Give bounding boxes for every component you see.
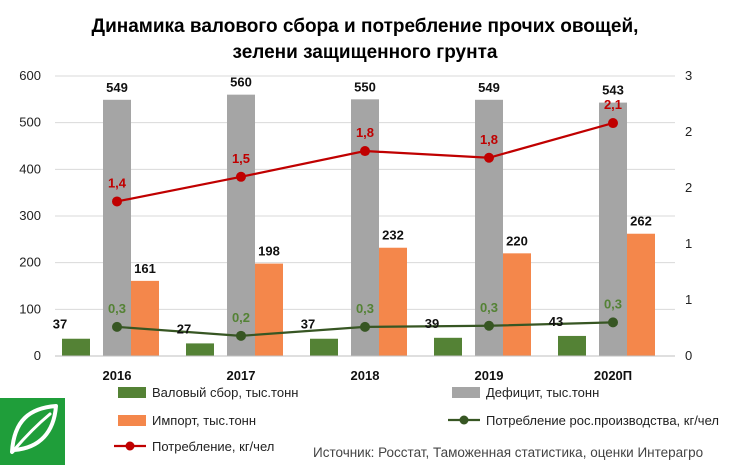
bar-data-label: 549 bbox=[478, 80, 500, 95]
y-left-tick-label: 500 bbox=[19, 115, 41, 130]
x-tick-label: 2020П bbox=[594, 368, 632, 383]
bar-data-label: 220 bbox=[506, 233, 528, 248]
series-point bbox=[360, 146, 370, 157]
x-tick-label: 2019 bbox=[475, 368, 504, 383]
legend-marker bbox=[459, 415, 469, 425]
line-data-label: 1,5 bbox=[232, 151, 250, 166]
y-right-tick-label: 0 bbox=[685, 348, 692, 363]
bar-data-label: 39 bbox=[425, 316, 439, 331]
bar bbox=[475, 99, 503, 357]
y-left-tick-label: 300 bbox=[19, 208, 41, 223]
x-tick-label: 2018 bbox=[351, 368, 380, 383]
line-data-label: 1,8 bbox=[356, 125, 374, 140]
series-point bbox=[112, 321, 122, 332]
bar bbox=[62, 338, 90, 356]
series-point bbox=[608, 317, 618, 328]
bar bbox=[131, 280, 159, 356]
legend-label: Потребление рос.производства, кг/чел bbox=[486, 413, 719, 428]
bar-data-label: 549 bbox=[106, 80, 128, 95]
bar-data-label: 262 bbox=[630, 214, 652, 229]
series-point bbox=[360, 321, 370, 332]
bar-data-label: 43 bbox=[549, 314, 563, 329]
line-data-label: 1,4 bbox=[108, 175, 127, 190]
axes-group: 0 100 200 300 400 500 600 0 1 1 2 2 3 2016 2017 2018 201… bbox=[19, 68, 692, 383]
bar-data-label: 198 bbox=[258, 244, 280, 259]
bar-data-label: 550 bbox=[354, 79, 376, 94]
bar bbox=[627, 233, 655, 356]
series-point bbox=[112, 196, 122, 207]
legend: Валовый сбор, тыс.тонн Дефицит, тыс.тонн И… bbox=[114, 385, 719, 454]
bar bbox=[558, 335, 586, 356]
y-right-tick-label: 1 bbox=[685, 292, 692, 307]
source-text: Источник: Росстат, Таможенная статистика… bbox=[313, 445, 703, 460]
y-left-tick-label: 400 bbox=[19, 161, 41, 176]
bar bbox=[599, 102, 627, 356]
data-labels-group: 37 27 37 39 43 549 560 550 549 543 161 198 232 220 262… bbox=[53, 75, 652, 337]
y-right-tick-label: 2 bbox=[685, 180, 692, 195]
x-tick-label: 2016 bbox=[103, 368, 132, 383]
logo bbox=[0, 398, 65, 465]
bar bbox=[351, 99, 379, 356]
bar bbox=[103, 99, 131, 357]
y-right-tick-label: 3 bbox=[685, 68, 692, 83]
line-data-label: 0,3 bbox=[480, 300, 498, 315]
legend-label: Потребление, кг/чел bbox=[152, 439, 274, 454]
y-right-tick-label: 2 bbox=[685, 124, 692, 139]
bar-data-label: 560 bbox=[230, 75, 252, 90]
bar-data-label: 37 bbox=[53, 317, 67, 332]
y-right-tick-label: 1 bbox=[685, 236, 692, 251]
line-data-label: 0,3 bbox=[356, 301, 374, 316]
leaf-icon bbox=[10, 404, 58, 454]
legend-label: Импорт, тыс.тонн bbox=[152, 413, 256, 428]
bar bbox=[434, 337, 462, 356]
series-point bbox=[236, 171, 246, 182]
line-data-label: 0,3 bbox=[108, 301, 126, 316]
bar-data-label: 543 bbox=[602, 83, 624, 98]
bar-data-label: 232 bbox=[382, 228, 404, 243]
bar bbox=[186, 343, 214, 356]
bar bbox=[255, 263, 283, 356]
series-point bbox=[236, 330, 246, 341]
bar bbox=[379, 247, 407, 356]
line-data-label: 0,3 bbox=[604, 296, 622, 311]
series-point bbox=[484, 320, 494, 331]
bar bbox=[503, 253, 531, 356]
leaf-vein-icon bbox=[12, 412, 52, 452]
y-left-tick-label: 100 bbox=[19, 301, 41, 316]
legend-marker bbox=[125, 441, 135, 451]
legend-swatch bbox=[118, 415, 146, 426]
legend-label: Дефицит, тыс.тонн bbox=[486, 385, 599, 400]
bar-data-label: 27 bbox=[177, 321, 191, 336]
line-data-label: 0,2 bbox=[232, 310, 250, 325]
bar-data-label: 161 bbox=[134, 261, 156, 276]
legend-swatch bbox=[118, 387, 146, 398]
y-left-tick-label: 600 bbox=[19, 68, 41, 83]
legend-swatch bbox=[452, 387, 480, 398]
series-point bbox=[484, 152, 494, 163]
bar-data-label: 37 bbox=[301, 317, 315, 332]
y-left-tick-label: 200 bbox=[19, 255, 41, 270]
lines-group bbox=[112, 118, 618, 341]
series-point bbox=[608, 118, 618, 129]
bar bbox=[310, 338, 338, 356]
chart-title-line-2: зелени защищенного грунта bbox=[233, 42, 498, 63]
bar bbox=[227, 94, 255, 357]
y-left-tick-label: 0 bbox=[34, 348, 41, 363]
line-data-label: 2,1 bbox=[604, 97, 622, 112]
x-tick-label: 2017 bbox=[227, 368, 256, 383]
legend-label: Валовый сбор, тыс.тонн bbox=[152, 385, 298, 400]
chart-title-line-1: Динамика валового сбора и потребление пр… bbox=[92, 16, 639, 37]
bars-group bbox=[62, 94, 655, 357]
line-data-label: 1,8 bbox=[480, 132, 498, 147]
